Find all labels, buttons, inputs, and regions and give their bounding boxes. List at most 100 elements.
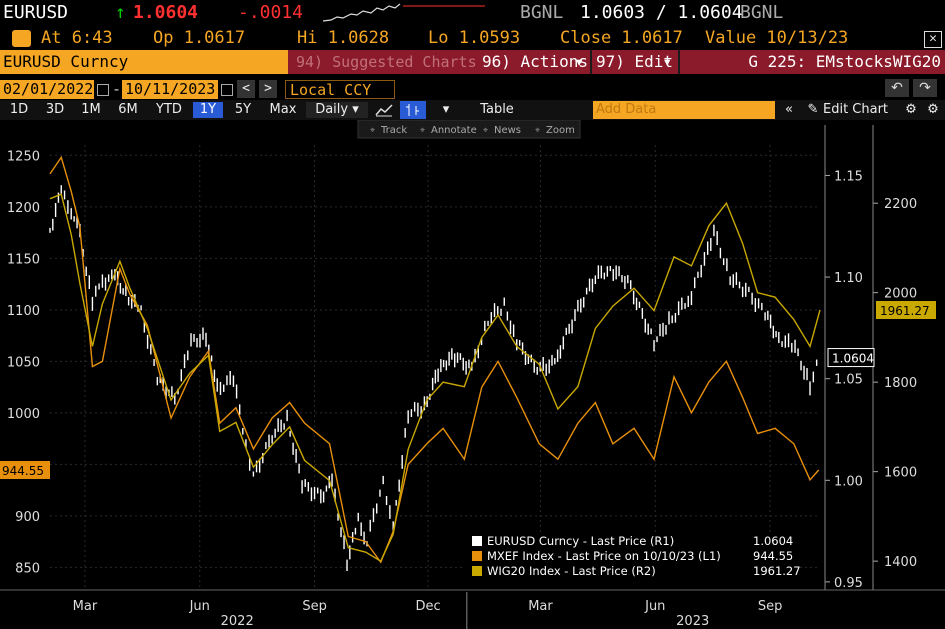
zoom-icon: ⌖ (535, 126, 540, 136)
wig20-series-line (49, 193, 821, 563)
r1-tick-label: 1.15 (834, 169, 863, 184)
r2-tick-label: 1600 (884, 466, 917, 481)
period-ytd-button[interactable]: YTD (156, 102, 182, 117)
axes-layer: 850 900 1000 1050 1100 1150 1200 1250 0.95 1.00 1.… (0, 125, 945, 629)
prev-period-button[interactable]: < (237, 80, 255, 98)
left-tick-label: 850 (15, 561, 40, 576)
period-max-button[interactable]: Max (269, 102, 297, 117)
edit-menu-button[interactable]: 97) Edit ▾ (592, 50, 678, 74)
date-range-bar: 02/01/2022 - 10/11/2023 < > Local CCY (0, 78, 945, 100)
edit-chart-button[interactable]: Edit Chart (823, 102, 889, 117)
chevron-down-icon: ▾ (574, 52, 584, 71)
command-bar: EURUSD Curncy 94) Suggested Charts 96) A… (0, 50, 945, 74)
x-month-label: Dec (416, 599, 441, 614)
pencil-icon: ✎ (807, 102, 819, 117)
suggested-charts-button[interactable]: 94) Suggested Charts (288, 50, 478, 74)
period-1y-button[interactable]: 1Y (193, 102, 223, 118)
actions-label: 96) Actions (482, 52, 588, 71)
mxef-last-value-box (0, 460, 50, 479)
ask-source: BGNL (740, 2, 784, 23)
bid-source: BGNL (520, 2, 564, 23)
x-month-label: Mar (528, 599, 553, 614)
add-data-input[interactable]: Add Data (593, 101, 775, 119)
undo-icon[interactable]: ↶ (885, 79, 909, 97)
bid-ask: 1.0603 / 1.0604 (580, 2, 743, 23)
mxef-series-line (49, 155, 820, 564)
news-tool-button[interactable]: News (494, 125, 521, 136)
news-icon: ⌖ (483, 126, 488, 136)
r2-tick-label: 1800 (884, 376, 917, 391)
calendar-icon[interactable] (97, 84, 109, 96)
annotate-icon: ⌖ (420, 126, 425, 136)
actions-menu-button[interactable]: 96) Actions ▾ (478, 50, 590, 74)
left-tick-label: 1150 (7, 252, 40, 267)
chart-style-dropdown-icon[interactable]: ▾ (442, 102, 450, 117)
wig20-last-value-label: 1961.27 (880, 304, 930, 318)
edit-label: 97) Edit (596, 52, 674, 71)
open-price: Op 1.0617 (153, 28, 246, 48)
value-date: Value 10/13/23 (705, 28, 849, 48)
net-change: -.0014 (238, 2, 304, 23)
period-5y-button[interactable]: 5Y (234, 102, 252, 117)
r2-tick-label: 2200 (884, 197, 917, 212)
annotate-tool-button[interactable]: Annotate (431, 125, 477, 136)
bar-chart-icon[interactable] (400, 101, 426, 119)
gear-icon[interactable]: ⚙ (927, 102, 939, 117)
close-icon[interactable]: ✕ (924, 31, 942, 48)
calendar-icon[interactable] (221, 84, 233, 96)
left-tick-label: 1000 (7, 407, 40, 422)
next-period-button[interactable]: > (259, 80, 277, 98)
table-button[interactable]: Table (480, 102, 514, 117)
date-separator: - (112, 80, 122, 98)
legend-value: 1.0604 (753, 534, 793, 548)
quote-bar: EURUSD ↑ 1.0604 -.0014 BGNL 1.0603 / 1.0… (0, 0, 945, 27)
chart-name[interactable]: G 225: EMstocksWIG20 (680, 50, 945, 74)
series-layer (49, 155, 821, 572)
zoom-tool-button[interactable]: Zoom (546, 125, 575, 136)
left-tick-label: 900 (15, 510, 40, 525)
chart-tools: ⌖ Track ⌖ Annotate ⌖ News ⌖ Zoom (357, 120, 581, 139)
r1-tick-label: 1.05 (834, 373, 863, 388)
last-time: At 6:43 (41, 28, 113, 48)
grid-lines (50, 145, 820, 590)
frequency-select[interactable]: Daily ▾ (306, 102, 368, 118)
x-month-label: Jun (189, 599, 210, 614)
ohlc-bar: At 6:43 Op 1.0617 Hi 1.0628 Lo 1.0593 Cl… (0, 27, 945, 50)
security-field[interactable]: EURUSD Curncy (0, 50, 288, 74)
gauge-icon[interactable] (12, 30, 31, 47)
settings-icon[interactable]: ⚙ (905, 102, 917, 117)
x-year-label: 2022 (221, 614, 254, 629)
eurusd-last-value-box (827, 348, 875, 368)
left-tick-label: 1100 (7, 304, 40, 319)
chevron-down-icon: ▾ (662, 52, 672, 71)
left-tick-label: 1050 (7, 355, 40, 370)
high-price: Hi 1.0628 (297, 28, 390, 48)
period-1d-button[interactable]: 1D (9, 102, 29, 117)
track-tool-button[interactable]: Track (380, 125, 407, 136)
legend-entry: EURUSD Curncy - Last Price (R1) (487, 534, 674, 548)
legend-value: 944.55 (753, 549, 793, 563)
left-tick-label: 1200 (7, 201, 40, 216)
end-date-input[interactable]: 10/11/2023 (122, 80, 218, 99)
redo-icon[interactable]: ↷ (913, 79, 937, 97)
r1-tick-label: 1.10 (834, 271, 863, 286)
period-1m-button[interactable]: 1M (81, 102, 101, 117)
x-month-label: Mar (73, 599, 98, 614)
legend: EURUSD Curncy - Last Price (R1) 1.0604 MXE… (465, 533, 801, 588)
currency-select[interactable]: Local CCY (285, 80, 395, 99)
legend-swatch (472, 536, 482, 546)
x-year-label: 2023 (676, 614, 709, 629)
chevron-down-icon: ▾ (352, 102, 359, 117)
wig20-last-value-box (876, 300, 936, 319)
collapse-icon[interactable]: « (785, 102, 793, 117)
period-6m-button[interactable]: 6M (118, 102, 138, 117)
r1-tick-label: 1.00 (834, 474, 863, 489)
start-date-input[interactable]: 02/01/2022 (0, 80, 94, 99)
period-3d-button[interactable]: 3D (45, 102, 65, 117)
r2-tick-label: 2000 (884, 287, 917, 302)
legend-box (465, 533, 800, 588)
x-month-label: Sep (302, 599, 327, 614)
line-chart-icon[interactable] (375, 103, 393, 117)
r2-tick-label: 1400 (884, 555, 917, 570)
chart-area[interactable]: 850 900 1000 1050 1100 1150 1200 1250 0.95 1.00 1.… (0, 120, 945, 629)
